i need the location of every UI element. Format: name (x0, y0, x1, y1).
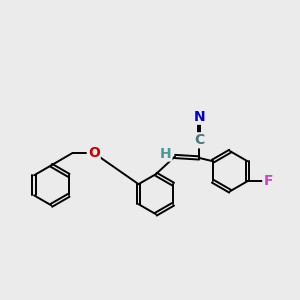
Text: C: C (194, 133, 204, 147)
Text: O: O (88, 146, 100, 160)
Text: N: N (194, 110, 205, 124)
Text: F: F (263, 174, 273, 188)
Text: H: H (160, 146, 171, 161)
